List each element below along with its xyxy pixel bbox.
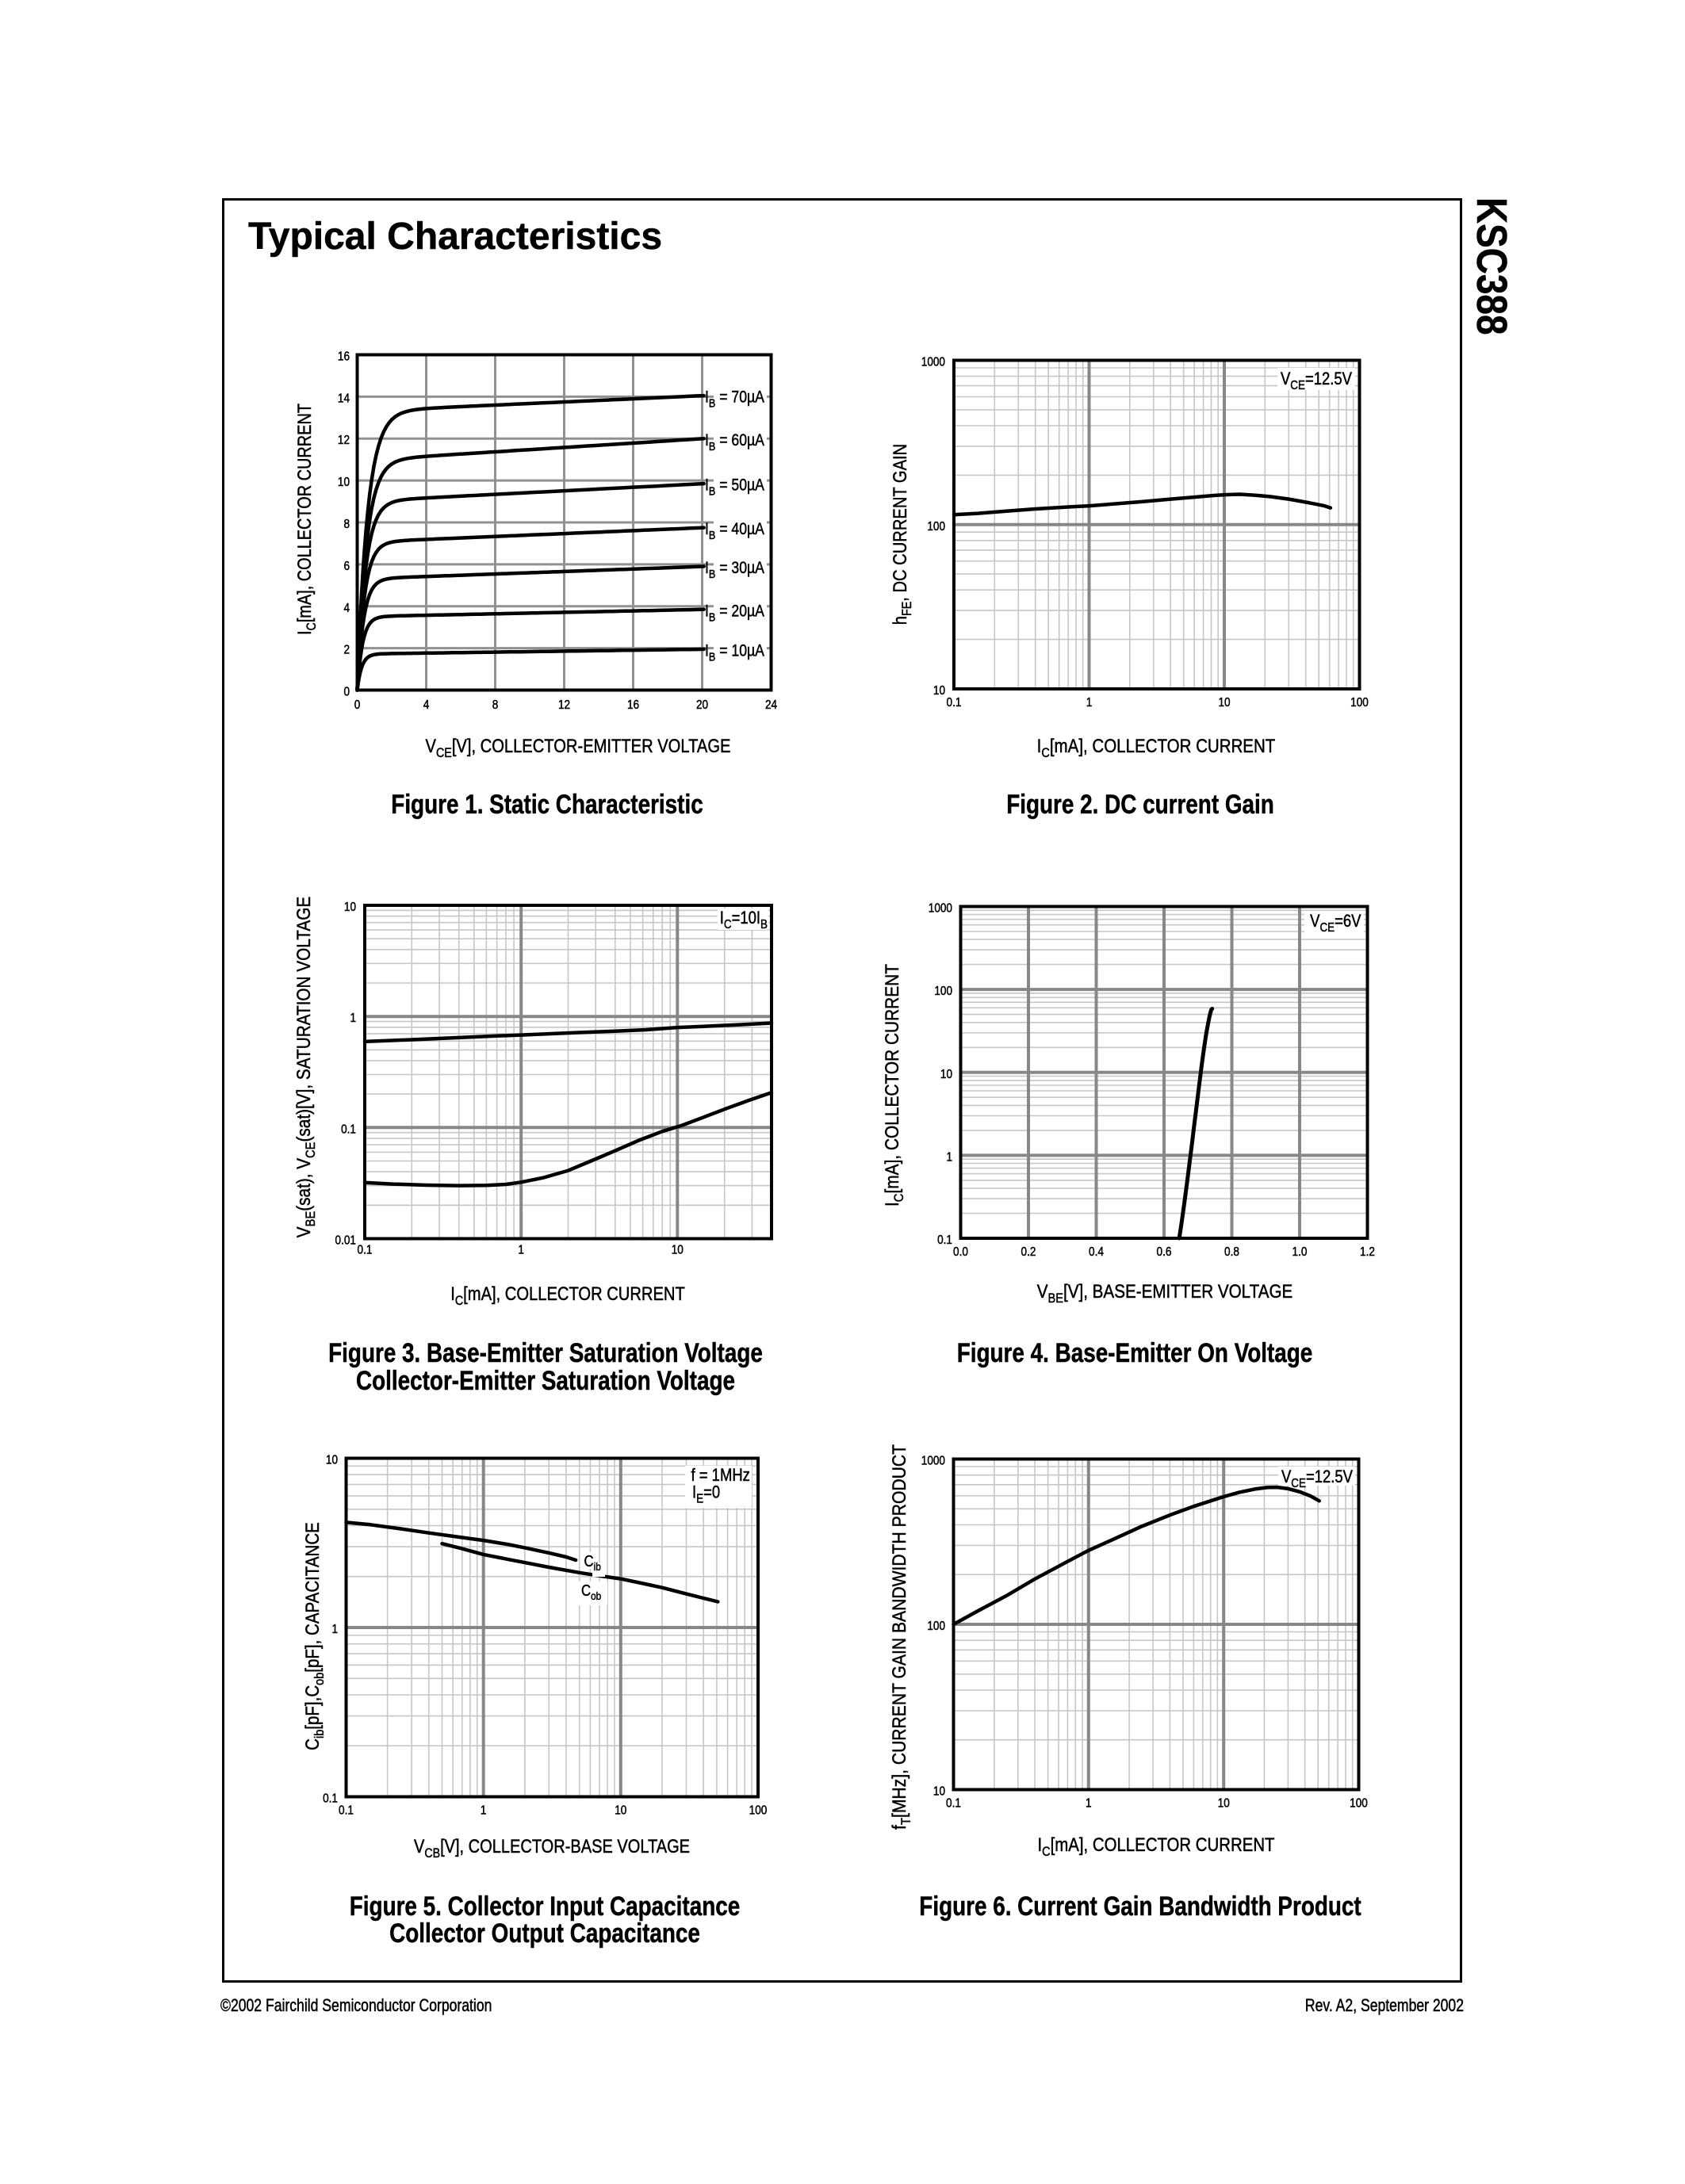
svg-text:0.1: 0.1 bbox=[323, 1792, 338, 1806]
svg-text:12: 12 bbox=[338, 434, 350, 447]
svg-text:0: 0 bbox=[343, 686, 350, 699]
svg-text:0.1: 0.1 bbox=[341, 1123, 356, 1136]
svg-text:0.01: 0.01 bbox=[335, 1234, 356, 1248]
svg-text:8: 8 bbox=[492, 698, 499, 712]
svg-text:100: 100 bbox=[749, 1804, 768, 1818]
svg-text:1000: 1000 bbox=[921, 356, 945, 369]
svg-text:Figure 2. DC current Gain: Figure 2. DC current Gain bbox=[1006, 789, 1274, 819]
svg-text:6: 6 bbox=[343, 560, 350, 573]
svg-text:4: 4 bbox=[423, 698, 430, 712]
svg-text:VCE​=12.5V: VCE​=12.5V bbox=[1281, 1468, 1353, 1491]
svg-text:1: 1 bbox=[1086, 696, 1093, 710]
svg-text:0.8: 0.8 bbox=[1224, 1245, 1239, 1259]
svg-text:Figure 3. Base-Emitter Saturat: Figure 3. Base-Emitter Saturation Voltag… bbox=[328, 1337, 763, 1367]
svg-text:1: 1 bbox=[481, 1804, 487, 1818]
svg-text:0.6: 0.6 bbox=[1157, 1245, 1172, 1259]
svg-text:10: 10 bbox=[338, 476, 350, 489]
svg-text:10: 10 bbox=[933, 1785, 945, 1799]
svg-text:1: 1 bbox=[518, 1244, 524, 1257]
svg-text:1: 1 bbox=[946, 1150, 952, 1164]
svg-text:IC​[mA], COLLECTOR CURRENT: IC​[mA], COLLECTOR CURRENT bbox=[1037, 736, 1276, 761]
svg-text:IC​[mA], COLLECTOR CURRENT: IC​[mA], COLLECTOR CURRENT bbox=[882, 964, 907, 1207]
svg-text:100: 100 bbox=[927, 520, 945, 534]
svg-text:IC​[mA], COLLECTOR CURRENT: IC​[mA], COLLECTOR CURRENT bbox=[1037, 1834, 1274, 1859]
svg-text:fT​[MHz], CURRENT GAIN BANDWID: fT​[MHz], CURRENT GAIN BANDWIDTH PRODUCT bbox=[889, 1444, 913, 1830]
svg-text:IB​ = 60µA: IB​ = 60µA bbox=[705, 430, 764, 453]
svg-text:100: 100 bbox=[934, 985, 952, 998]
svg-text:8: 8 bbox=[343, 518, 350, 531]
svg-text:2: 2 bbox=[343, 644, 350, 657]
svg-text:100: 100 bbox=[1350, 696, 1369, 710]
svg-text:10: 10 bbox=[326, 1454, 338, 1467]
svg-text:4: 4 bbox=[343, 602, 350, 615]
svg-text:1000: 1000 bbox=[921, 1455, 945, 1468]
svg-text:©2002 Fairchild Semiconductor: ©2002 Fairchild Semiconductor Corporatio… bbox=[220, 1996, 492, 2015]
svg-text:Cob​: Cob​ bbox=[581, 1582, 601, 1603]
svg-text:IC​=10IB​: IC​=10IB​ bbox=[720, 909, 768, 932]
svg-text:1: 1 bbox=[1086, 1797, 1092, 1811]
svg-text:10: 10 bbox=[672, 1244, 684, 1257]
svg-text:24: 24 bbox=[765, 698, 777, 712]
svg-text:Rev. A2, September 2002: Rev. A2, September 2002 bbox=[1305, 1996, 1464, 2015]
svg-text:Figure 1. Static Characteristi: Figure 1. Static Characteristic bbox=[391, 789, 703, 819]
svg-text:1000: 1000 bbox=[929, 902, 952, 916]
svg-text:0.1: 0.1 bbox=[358, 1244, 373, 1257]
svg-text:0.1: 0.1 bbox=[937, 1234, 952, 1247]
svg-text:Cib​[pF],Cob​[pF], CAPACITANCE: Cib​[pF],Cob​[pF], CAPACITANCE bbox=[302, 1522, 327, 1750]
svg-text:IC​[mA], COLLECTOR CURRENT: IC​[mA], COLLECTOR CURRENT bbox=[450, 1283, 685, 1308]
svg-text:1: 1 bbox=[350, 1012, 356, 1025]
svg-text:10: 10 bbox=[1218, 1797, 1230, 1811]
svg-text:hFE​, DC CURRENT GAIN: hFE​, DC CURRENT GAIN bbox=[889, 444, 914, 625]
svg-text:14: 14 bbox=[338, 392, 350, 405]
svg-text:10: 10 bbox=[615, 1804, 626, 1818]
svg-text:Collector Output Capacitance: Collector Output Capacitance bbox=[389, 1918, 700, 1948]
svg-text:IB​ = 20µA: IB​ = 20µA bbox=[705, 602, 764, 624]
svg-text:VCE​[V], COLLECTOR-EMITTER VOL: VCE​[V], COLLECTOR-EMITTER VOLTAGE bbox=[426, 735, 731, 760]
svg-text:0.4: 0.4 bbox=[1089, 1245, 1104, 1259]
svg-text:20: 20 bbox=[696, 698, 708, 712]
svg-text:10: 10 bbox=[940, 1068, 952, 1081]
svg-text:12: 12 bbox=[558, 698, 570, 712]
svg-text:IB​ = 40µA: IB​ = 40µA bbox=[705, 520, 764, 542]
svg-text:VBE​[V], BASE-EMITTER VOLTAGE: VBE​[V], BASE-EMITTER VOLTAGE bbox=[1037, 1281, 1293, 1306]
svg-text:f = 1MHz: f = 1MHz bbox=[691, 1467, 750, 1486]
svg-text:IB​ = 50µA: IB​ = 50µA bbox=[705, 476, 764, 498]
svg-text:VCE​=6V: VCE​=6V bbox=[1310, 912, 1361, 935]
svg-text:1.0: 1.0 bbox=[1292, 1245, 1308, 1259]
svg-text:Figure 5. Collector Input Capa: Figure 5. Collector Input Capacitance bbox=[350, 1891, 740, 1921]
svg-text:Figure 6. Current Gain Bandwid: Figure 6. Current Gain Bandwidth Product bbox=[919, 1891, 1361, 1921]
svg-text:16: 16 bbox=[627, 698, 639, 712]
svg-text:1: 1 bbox=[331, 1623, 338, 1636]
svg-text:0: 0 bbox=[354, 698, 361, 712]
svg-text:Typical Characteristics: Typical Characteristics bbox=[248, 216, 662, 258]
svg-text:VCB​[V], COLLECTOR-BASE VOLTAG: VCB​[V], COLLECTOR-BASE VOLTAGE bbox=[414, 1835, 690, 1861]
svg-text:1.2: 1.2 bbox=[1360, 1245, 1375, 1259]
svg-text:IC​[mA], COLLECTOR CURRENT: IC​[mA], COLLECTOR CURRENT bbox=[293, 404, 319, 635]
svg-text:KSC388: KSC388 bbox=[1468, 197, 1515, 335]
svg-text:0.1: 0.1 bbox=[339, 1804, 354, 1818]
svg-text:IB​ = 10µA: IB​ = 10µA bbox=[705, 641, 764, 664]
svg-text:Collector-Emitter Saturation V: Collector-Emitter Saturation Voltage bbox=[356, 1365, 735, 1395]
svg-text:10: 10 bbox=[1218, 696, 1230, 710]
svg-text:IB​ = 30µA: IB​ = 30µA bbox=[705, 559, 764, 581]
svg-text:0.1: 0.1 bbox=[946, 1797, 961, 1811]
svg-text:10: 10 bbox=[933, 684, 945, 698]
svg-text:10: 10 bbox=[344, 901, 356, 914]
svg-text:VBE​(sat), VCE​(sat)[V], SATUR: VBE​(sat), VCE​(sat)[V], SATURATION VOLT… bbox=[293, 897, 319, 1237]
svg-text:0.1: 0.1 bbox=[947, 696, 962, 710]
svg-text:Cib​: Cib​ bbox=[584, 1552, 601, 1574]
svg-text:IE​=0: IE​=0 bbox=[692, 1483, 720, 1506]
svg-text:0.2: 0.2 bbox=[1021, 1245, 1036, 1259]
svg-text:IB​ = 70µA: IB​ = 70µA bbox=[705, 388, 764, 410]
svg-text:Figure 4. Base-Emitter On Volt: Figure 4. Base-Emitter On Voltage bbox=[957, 1337, 1313, 1367]
svg-text:VCE​=12.5V: VCE​=12.5V bbox=[1281, 370, 1352, 393]
svg-text:100: 100 bbox=[1350, 1797, 1368, 1811]
svg-text:100: 100 bbox=[927, 1620, 945, 1633]
svg-text:16: 16 bbox=[338, 350, 350, 364]
svg-text:0.0: 0.0 bbox=[953, 1245, 968, 1259]
